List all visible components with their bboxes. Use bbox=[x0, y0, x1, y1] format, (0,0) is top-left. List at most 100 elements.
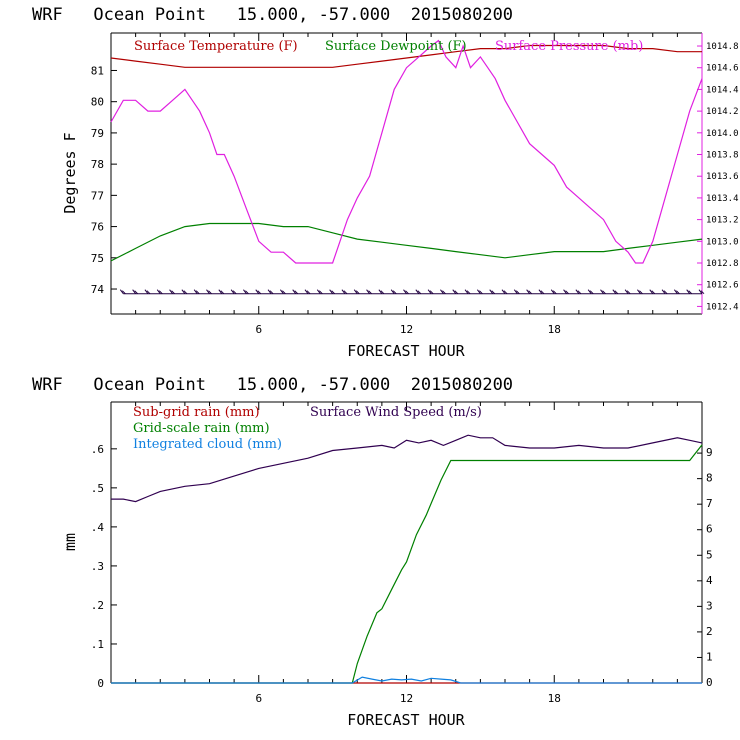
wind-barb bbox=[392, 290, 397, 295]
wind-barb bbox=[649, 289, 654, 295]
y2-tick-label: 1014.4 bbox=[706, 85, 739, 95]
y-tick-label: 74 bbox=[91, 283, 105, 296]
wind-barb bbox=[466, 290, 471, 295]
wind-barb bbox=[181, 289, 186, 295]
legend-entry: Surface Temperature (F) bbox=[134, 39, 298, 54]
wind-barb bbox=[292, 289, 297, 295]
wind-barb bbox=[169, 289, 173, 295]
y2-tick-label: 1014.6 bbox=[706, 64, 739, 74]
legend-entry: Surface Dewpoint (F) bbox=[325, 39, 467, 54]
x-axis-label: FORECAST HOUR bbox=[347, 711, 465, 729]
wind-barb bbox=[639, 290, 643, 295]
wind-barb bbox=[676, 290, 680, 295]
wind-barb bbox=[353, 289, 358, 295]
x-tick-label: 6 bbox=[255, 692, 262, 705]
wind-barb bbox=[565, 290, 569, 295]
wind-barb bbox=[700, 290, 705, 295]
wind-barb bbox=[501, 289, 506, 295]
wind-barb bbox=[304, 289, 309, 295]
wind-barb bbox=[624, 289, 629, 295]
wind-barb bbox=[602, 290, 606, 295]
wind-barb bbox=[269, 290, 274, 295]
y2-tick-label: 9 bbox=[706, 446, 713, 459]
wind-barb bbox=[563, 289, 567, 295]
legend-entry: Surface Pressure (mb) bbox=[495, 39, 643, 54]
wind-barb bbox=[245, 290, 249, 295]
wind-barb bbox=[316, 289, 321, 295]
y-tick-label: 76 bbox=[91, 221, 104, 234]
y-axis-label: mm bbox=[61, 533, 79, 551]
y2-tick-label: 1012.6 bbox=[706, 281, 739, 291]
y2-tick-label: 6 bbox=[706, 523, 713, 536]
y-tick-label: 81 bbox=[91, 64, 104, 77]
y2-tick-label: 2 bbox=[706, 625, 713, 638]
y-tick-label: .1 bbox=[91, 638, 104, 651]
y-tick-label: .6 bbox=[91, 443, 104, 456]
series-line bbox=[111, 444, 703, 684]
wind-barb bbox=[589, 290, 594, 295]
wind-barb bbox=[343, 290, 348, 295]
chart-title: WRF Ocean Point 15.000, -57.000 20150802… bbox=[32, 375, 513, 395]
wind-barb bbox=[440, 289, 444, 295]
y2-tick-label: 8 bbox=[706, 472, 713, 485]
wind-barb bbox=[156, 289, 161, 295]
wind-barb bbox=[600, 289, 604, 295]
wind-barb bbox=[464, 289, 469, 295]
plot-area: 6 12 18 74 75 76 77 78 79 80 81 1012.4 1012.6 1012.8 1… bbox=[91, 32, 739, 336]
meteogram-precipitation-panel: WRF Ocean Point 15.000, -57.000 20150802… bbox=[32, 375, 713, 729]
wind-barb bbox=[626, 290, 631, 295]
wind-barb bbox=[612, 289, 617, 295]
chart-title: WRF Ocean Point 15.000, -57.000 20150802… bbox=[32, 5, 513, 25]
wind-barb bbox=[208, 290, 212, 295]
legend-entry: Sub-grid rain (mm) bbox=[133, 405, 260, 420]
y-tick-label: 79 bbox=[91, 127, 104, 140]
wind-barb bbox=[331, 290, 335, 295]
y2-tick-label: 1013.2 bbox=[706, 216, 739, 226]
y2-tick-label: 1 bbox=[706, 650, 713, 663]
wind-barb bbox=[577, 290, 582, 295]
y-axis-label: Degrees F bbox=[61, 132, 79, 213]
wind-barb bbox=[220, 290, 225, 295]
wind-barb bbox=[415, 289, 420, 295]
wind-barb bbox=[429, 290, 434, 295]
wind-barb bbox=[390, 289, 395, 295]
wind-barb bbox=[651, 290, 656, 295]
wind-barb bbox=[257, 290, 262, 295]
wind-barb bbox=[318, 290, 323, 295]
y2-tick-label: 1014.0 bbox=[706, 129, 739, 139]
wind-barb bbox=[378, 289, 383, 295]
wind-barb bbox=[132, 289, 137, 295]
y2-tick-label: 1014.8 bbox=[706, 42, 739, 52]
wind-barb bbox=[341, 289, 346, 295]
y2-tick-label: 1013.8 bbox=[706, 151, 739, 161]
wind-barb bbox=[403, 289, 407, 295]
wind-barb bbox=[195, 290, 200, 295]
wind-barb bbox=[282, 290, 286, 295]
wind-barb bbox=[661, 289, 666, 295]
y2-tick-label: 0 bbox=[706, 676, 713, 689]
y2-tick-label: 1012.8 bbox=[706, 259, 739, 269]
x-tick-label: 18 bbox=[548, 692, 561, 705]
y-tick-label: 75 bbox=[91, 252, 104, 265]
wind-barb bbox=[158, 290, 163, 295]
wind-barb bbox=[183, 290, 188, 295]
wind-barb bbox=[294, 290, 299, 295]
wind-barb bbox=[218, 289, 223, 295]
wind-barb bbox=[526, 289, 531, 295]
wind-barb bbox=[193, 289, 198, 295]
wind-barb bbox=[405, 290, 409, 295]
wind-barb bbox=[355, 290, 360, 295]
wind-barb bbox=[144, 289, 149, 295]
legend-entry: Grid-scale rain (mm) bbox=[133, 421, 270, 436]
wind-barb bbox=[489, 289, 494, 295]
y-tick-label: .4 bbox=[91, 521, 105, 534]
wind-barb bbox=[550, 289, 555, 295]
y2-tick-label: 1013.6 bbox=[706, 172, 739, 182]
wind-barb bbox=[587, 289, 592, 295]
wind-barb bbox=[230, 289, 235, 295]
wind-barb bbox=[540, 290, 545, 295]
wind-barb bbox=[454, 290, 459, 295]
x-tick-label: 12 bbox=[400, 692, 413, 705]
wind-barb bbox=[491, 290, 496, 295]
